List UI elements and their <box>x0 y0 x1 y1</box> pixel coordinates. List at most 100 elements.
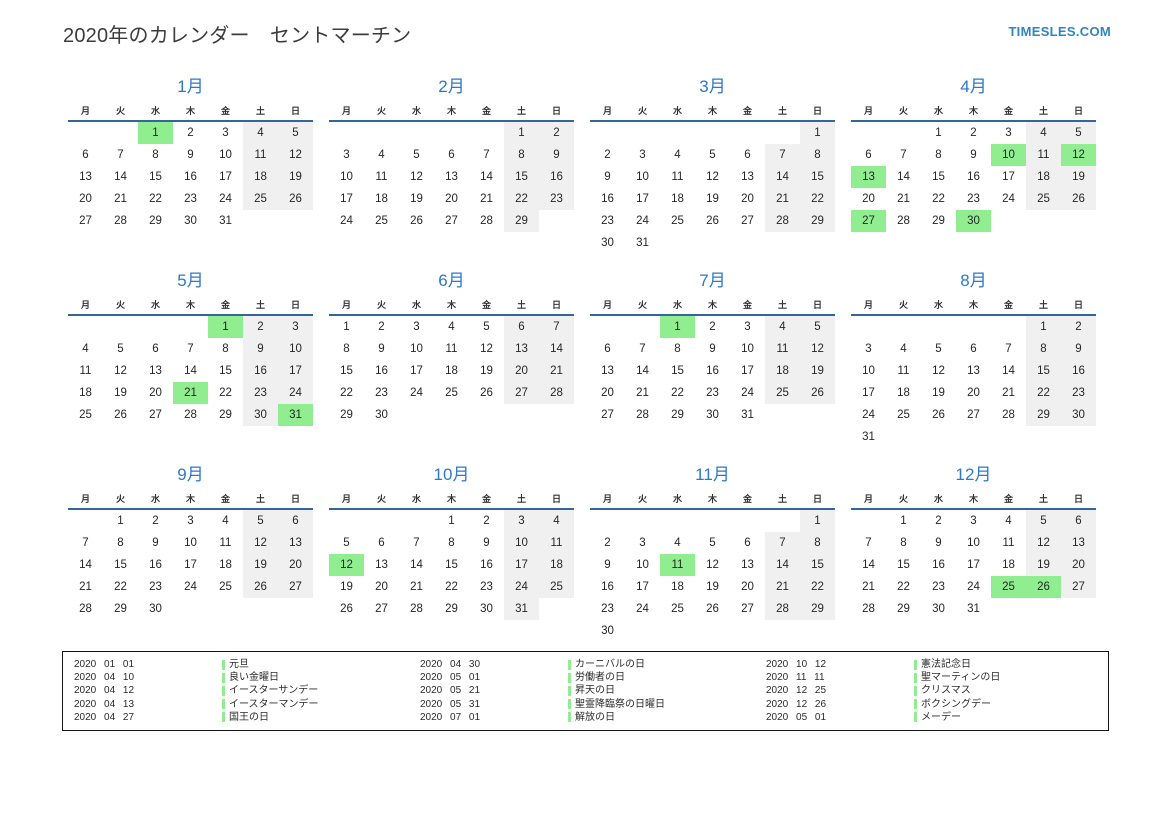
day-cell: 21 <box>1002 387 1015 399</box>
day-cell: 26 <box>243 576 278 598</box>
day-cell: 1 <box>800 122 835 144</box>
empty-cell <box>1061 210 1096 232</box>
day-cell: 29 <box>114 603 127 615</box>
day-cell: 15 <box>149 171 162 183</box>
day-cell: 18 <box>539 554 574 576</box>
day-cell: 4 <box>539 510 574 532</box>
month-days: 1 2 3 4 5 6 7 8 9 10 11 12 13 14 15 16 17 18 19 20 21 22 23 24 2… <box>851 316 1096 448</box>
month-block: 5月月火水木金土日 1 2 3 4 5 6 7 8 9 10 11 12 13 14 15 16 17 18 19 20… <box>68 270 313 446</box>
month-title: 3月 <box>699 77 726 96</box>
weekday-header: 月火水木金土日 <box>329 102 574 122</box>
weekday-label: 金 <box>742 105 752 116</box>
day-cell: 7 <box>539 316 574 338</box>
day-cell: 10 <box>636 559 649 571</box>
month-title: 6月 <box>438 271 465 290</box>
day-cell: 4 <box>674 537 681 549</box>
day-cell: 25 <box>79 409 92 421</box>
day-cell: 11 <box>243 144 278 166</box>
day-cell: 14 <box>114 171 127 183</box>
legend-holiday-label: 昇天の日 <box>575 685 615 697</box>
day-cell: 3 <box>413 321 420 333</box>
day-cell: 29 <box>1026 404 1061 426</box>
day-cell: 18 <box>219 559 232 571</box>
empty-cell <box>695 232 730 254</box>
day-cell: 5 <box>1026 510 1061 532</box>
empty-cell <box>399 122 434 144</box>
day-cell: 31 <box>504 598 539 620</box>
day-cell: 23 <box>539 188 574 210</box>
day-cell: 8 <box>152 149 159 161</box>
day-cell: 9 <box>604 171 611 183</box>
month-title: 7月 <box>699 271 726 290</box>
weekday-header: 月火水木金土日 <box>68 490 313 510</box>
day-cell: 18 <box>1026 166 1061 188</box>
day-cell: 23 <box>243 382 278 404</box>
day-cell: 21 <box>114 193 127 205</box>
day-cell: 5 <box>278 122 313 144</box>
weekday-label: 火 <box>898 105 908 116</box>
day-cell: 19 <box>243 554 278 576</box>
day-cell: 29 <box>932 215 945 227</box>
empty-cell <box>660 232 695 254</box>
day-cell: 13 <box>601 365 614 377</box>
day-cell: 1 <box>900 515 907 527</box>
day-cell: 16 <box>539 166 574 188</box>
empty-cell <box>539 404 574 426</box>
weekday-label: 土 <box>1038 299 1048 310</box>
day-cell: 2 <box>152 515 159 527</box>
legend-holiday-name: 元旦 <box>222 658 420 671</box>
page-title: 2020年のカレンダー セントマーチン <box>63 25 412 47</box>
weekday-header: 月火水木金土日 <box>329 490 574 510</box>
empty-cell <box>590 510 625 532</box>
month-title: 10月 <box>433 465 470 484</box>
weekday-label: 水 <box>672 105 682 116</box>
weekday-label: 月 <box>602 493 612 504</box>
day-cell: 8 <box>900 537 907 549</box>
day-cell: 5 <box>117 343 124 355</box>
legend-date: 2020 05 01 <box>766 711 827 723</box>
legend-holiday-label: 聖霊降臨祭の日曜日 <box>575 698 665 710</box>
day-cell: 12 <box>278 144 313 166</box>
day-cell: 13 <box>149 365 162 377</box>
empty-cell <box>138 316 173 338</box>
month-title: 1月 <box>177 77 204 96</box>
day-cell: 9 <box>1061 338 1096 360</box>
day-cell: 26 <box>1061 188 1096 210</box>
day-cell: 4 <box>1005 515 1012 527</box>
weekday-label: 木 <box>707 105 717 116</box>
day-cell: 17 <box>636 193 649 205</box>
empty-cell <box>765 510 800 532</box>
month-block: 4月月火水木金土日 1 2 3 4 5 6 7 8 9 10 11 12 13 14 15 16 17 18 19 20… <box>851 76 1096 252</box>
empty-cell <box>765 404 800 426</box>
legend-holiday-name: 昇天の日 <box>568 684 766 697</box>
weekday-label: 土 <box>255 299 265 310</box>
day-cell: 11 <box>765 338 800 360</box>
empty-cell <box>886 122 921 144</box>
day-cell: 4 <box>1026 122 1061 144</box>
legend-holiday-label: 良い金曜日 <box>229 672 279 684</box>
holiday-marker-icon <box>914 672 917 683</box>
day-cell: 9 <box>604 559 611 571</box>
day-cell: 1 <box>343 321 350 333</box>
day-cell: 16 <box>601 193 614 205</box>
day-cell: 25 <box>445 387 458 399</box>
month-days: 1 2 3 4 5 6 7 8 9 10 11 12 13 14 15 16 17 18 19 20 21 22 23 24 2… <box>68 316 313 426</box>
weekday-label: 水 <box>933 493 943 504</box>
day-cell: 28 <box>765 210 800 232</box>
empty-cell <box>851 316 886 338</box>
weekday-label: 水 <box>150 105 160 116</box>
weekday-label: 火 <box>637 105 647 116</box>
day-cell: 10 <box>504 532 539 554</box>
holiday-marker-icon <box>568 672 571 683</box>
day-cell: 4 <box>900 343 907 355</box>
empty-cell <box>956 316 991 338</box>
day-cell: 17 <box>184 559 197 571</box>
holiday-marker-icon <box>222 659 225 670</box>
empty-cell <box>886 426 921 448</box>
day-cell: 29 <box>340 409 353 421</box>
legend-holiday-label: イースターサンデー <box>229 685 319 697</box>
day-cell: 27 <box>1061 576 1096 598</box>
empty-cell <box>329 510 364 532</box>
day-cell: 3 <box>639 149 646 161</box>
day-cell: 15 <box>932 171 945 183</box>
